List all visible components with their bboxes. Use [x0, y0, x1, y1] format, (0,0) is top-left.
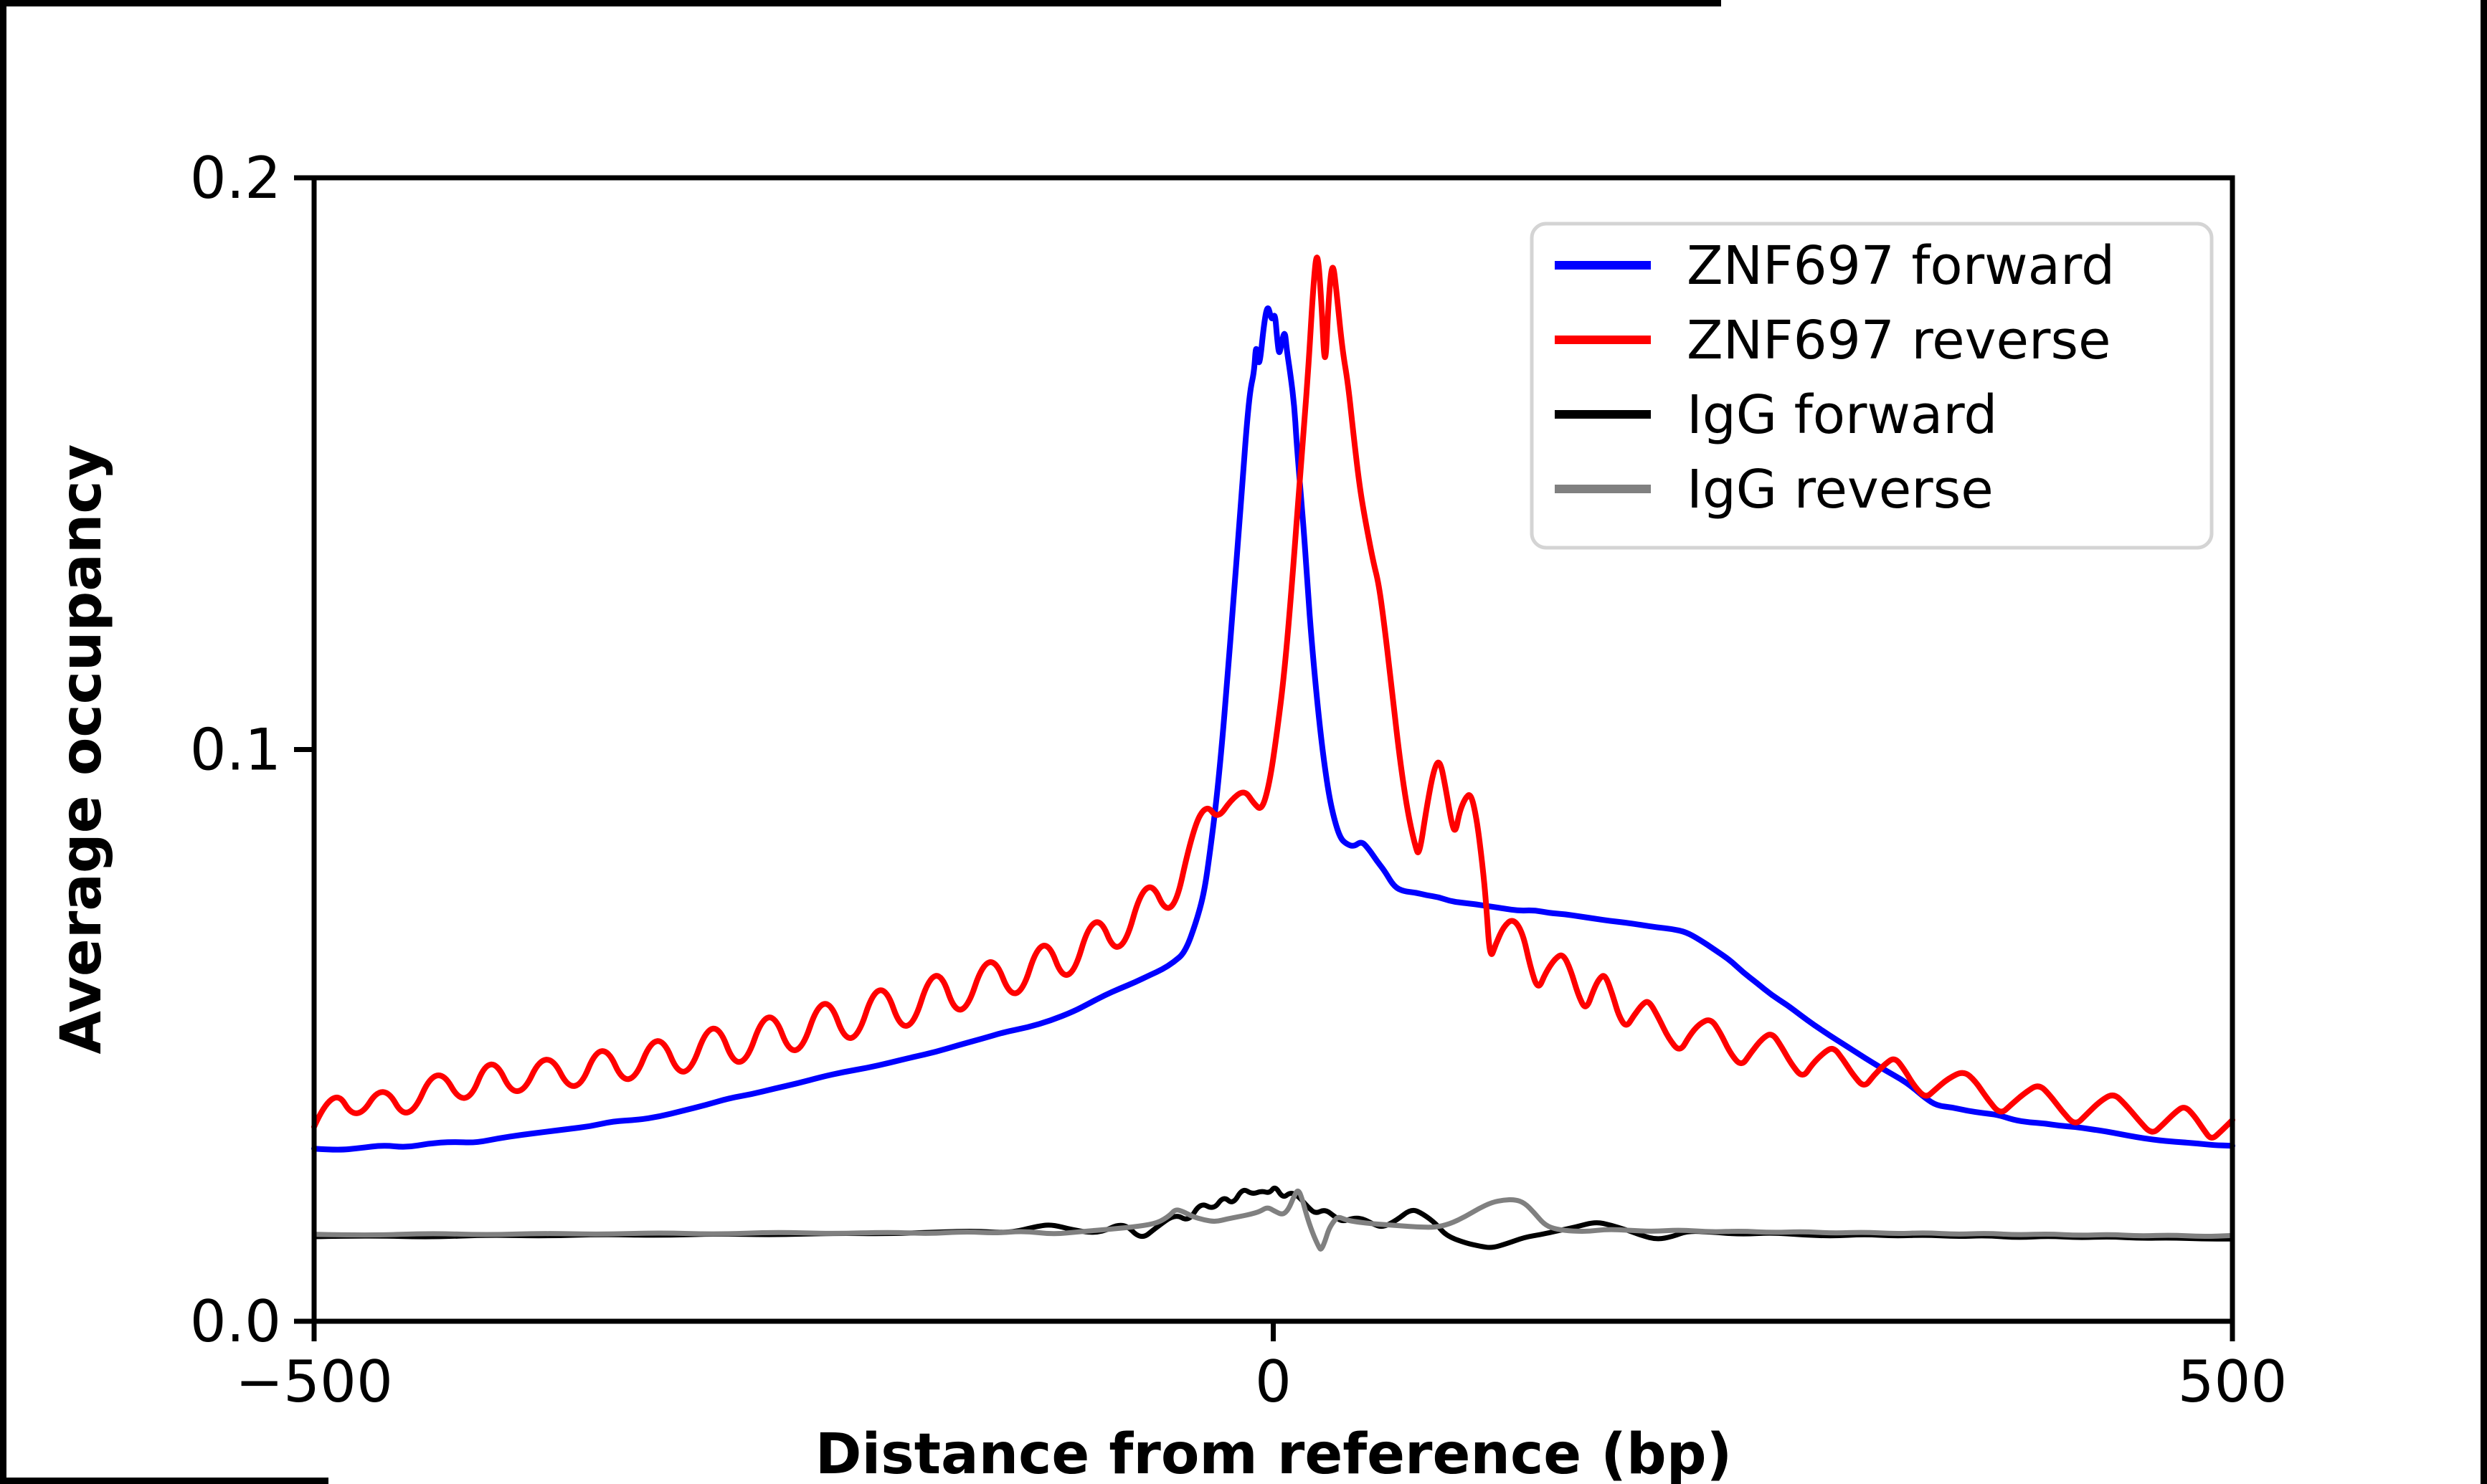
legend-label-znf697-reverse: ZNF697 reverse [1687, 310, 2111, 371]
crop-border-top [0, 0, 1721, 6]
series-line-igg-reverse [311, 1188, 2235, 1252]
legend-label-igg-reverse: IgG reverse [1687, 459, 1994, 520]
y-axis-label: Average occupancy [49, 444, 114, 1055]
y-tick-label: 0.0 [190, 1288, 281, 1355]
legend-label-igg-forward: IgG forward [1687, 384, 1997, 446]
legend-box [1530, 222, 2214, 550]
legend-item-igg-reverse: IgG reverse [1555, 459, 1994, 520]
axis-ticks: −500 0 500 0.0 0.1 0.2 [190, 145, 2288, 1415]
legend-item-igg-forward: IgG forward [1555, 384, 1997, 446]
y-tick-label: 0.1 [190, 717, 281, 784]
plot-border [311, 175, 2235, 1324]
legend-label-znf697-forward: ZNF697 forward [1687, 235, 2115, 297]
legend-item-znf697-forward: ZNF697 forward [1555, 235, 2115, 297]
legend: ZNF697 forward ZNF697 reverse IgG forwar… [1530, 222, 2214, 550]
series-line-znf697-forward [311, 305, 2235, 1153]
legend-item-znf697-reverse: ZNF697 reverse [1555, 310, 2111, 371]
x-axis-label: Distance from reference (bp) [815, 1422, 1732, 1484]
crop-border-bottom-left [0, 1478, 328, 1484]
crop-border-right [2481, 0, 2487, 1484]
y-tick-label: 0.2 [190, 145, 281, 211]
crop-border-left [0, 0, 6, 1484]
series-line-znf697-reverse [311, 255, 2235, 1141]
x-tick-label: −500 [235, 1349, 393, 1415]
data-series-group [311, 255, 2235, 1252]
x-tick-label: 500 [2178, 1349, 2288, 1415]
x-tick-label: 0 [1255, 1349, 1292, 1415]
